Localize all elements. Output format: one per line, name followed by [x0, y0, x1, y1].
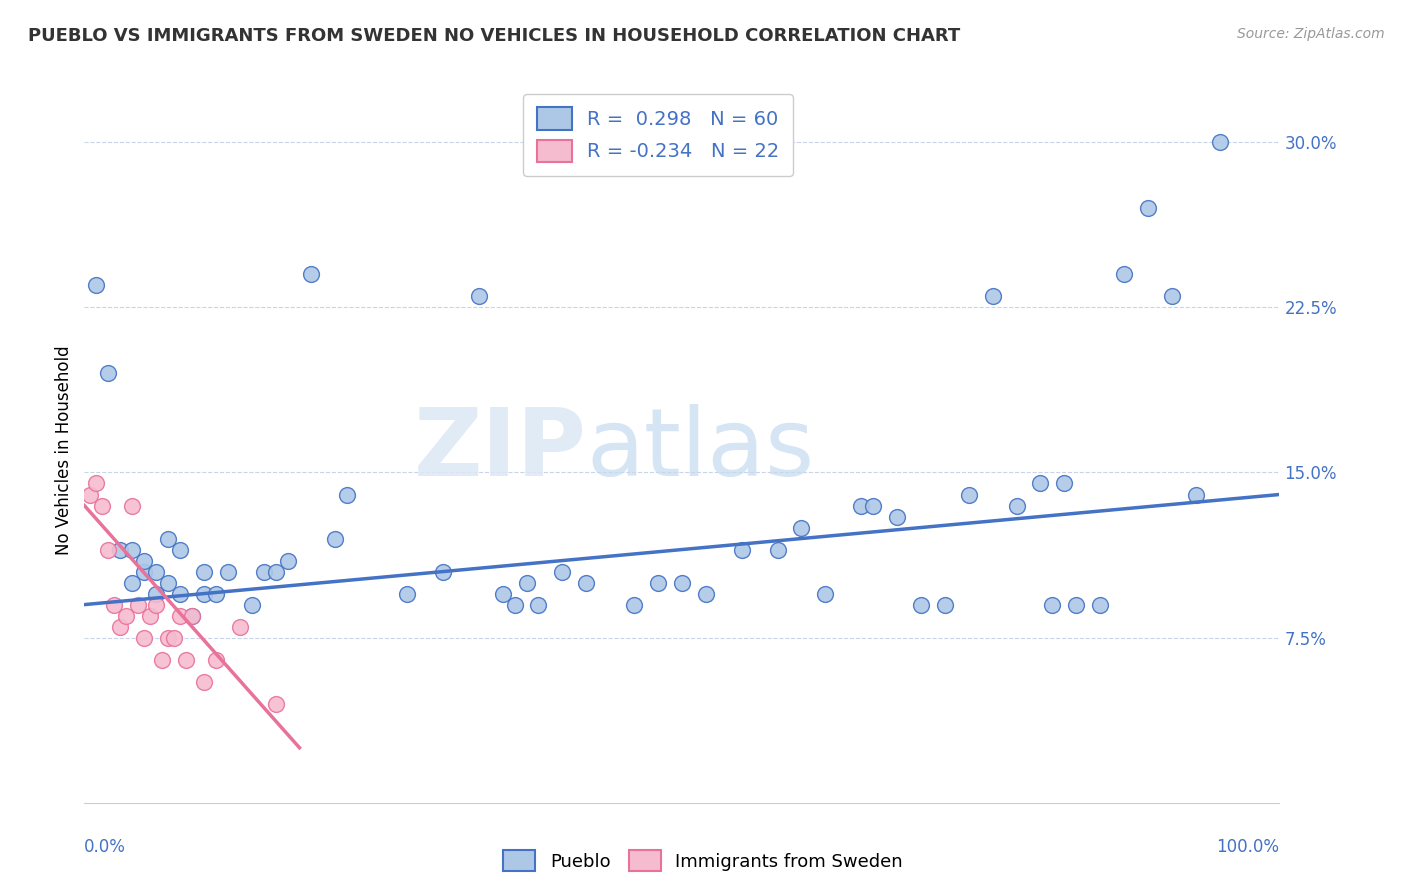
Point	[174, 653, 197, 667]
Point	[205, 653, 228, 667]
Point	[957, 487, 980, 501]
Point	[193, 586, 215, 600]
Point	[97, 542, 120, 557]
Point	[862, 499, 884, 513]
Point	[86, 278, 108, 293]
Text: PUEBLO VS IMMIGRANTS FROM SWEDEN NO VEHICLES IN HOUSEHOLD CORRELATION CHART: PUEBLO VS IMMIGRANTS FROM SWEDEN NO VEHI…	[28, 27, 960, 45]
Point	[169, 586, 191, 600]
Text: 100.0%: 100.0%	[1216, 838, 1279, 856]
Point	[157, 532, 180, 546]
Point	[731, 542, 754, 557]
Point	[97, 367, 120, 381]
Point	[325, 532, 347, 546]
Point	[181, 608, 204, 623]
Point	[492, 586, 515, 600]
Point	[1066, 598, 1088, 612]
Point	[132, 565, 156, 579]
Point	[145, 598, 167, 612]
Point	[163, 631, 186, 645]
Point	[336, 487, 359, 501]
Point	[981, 289, 1004, 303]
Point	[396, 586, 419, 600]
Point	[527, 598, 550, 612]
Point	[647, 575, 669, 590]
Point	[127, 598, 149, 612]
Point	[132, 631, 156, 645]
Point	[671, 575, 693, 590]
Point	[121, 575, 143, 590]
Point	[277, 553, 299, 567]
Point	[551, 565, 574, 579]
Point	[1090, 598, 1112, 612]
Point	[169, 608, 191, 623]
Point	[217, 565, 239, 579]
Point	[121, 499, 143, 513]
Point	[575, 575, 598, 590]
Point	[301, 268, 323, 282]
Point	[432, 565, 454, 579]
Point	[253, 565, 276, 579]
Point	[886, 509, 908, 524]
Point	[110, 619, 132, 633]
Point	[157, 575, 180, 590]
Legend: Pueblo, Immigrants from Sweden: Pueblo, Immigrants from Sweden	[496, 843, 910, 879]
Point	[229, 619, 252, 633]
Point	[181, 608, 204, 623]
Point	[145, 565, 167, 579]
Point	[193, 565, 215, 579]
Point	[193, 674, 215, 689]
Point	[264, 565, 287, 579]
Point	[115, 608, 138, 623]
Y-axis label: No Vehicles in Household: No Vehicles in Household	[55, 345, 73, 556]
Point	[132, 553, 156, 567]
Point	[1029, 476, 1052, 491]
Point	[91, 499, 114, 513]
Point	[1209, 135, 1232, 149]
Point	[169, 542, 191, 557]
Point	[790, 520, 813, 534]
Point	[503, 598, 526, 612]
Point	[766, 542, 789, 557]
Point	[121, 542, 143, 557]
Text: atlas: atlas	[586, 404, 814, 497]
Point	[103, 598, 125, 612]
Point	[1137, 201, 1160, 215]
Point	[934, 598, 956, 612]
Text: 0.0%: 0.0%	[84, 838, 127, 856]
Point	[145, 586, 167, 600]
Point	[1042, 598, 1064, 612]
Legend: R =  0.298   N = 60, R = -0.234   N = 22: R = 0.298 N = 60, R = -0.234 N = 22	[523, 94, 793, 176]
Point	[1161, 289, 1184, 303]
Point	[86, 476, 108, 491]
Point	[240, 598, 263, 612]
Point	[157, 631, 180, 645]
Point	[1005, 499, 1028, 513]
Point	[264, 697, 287, 711]
Text: Source: ZipAtlas.com: Source: ZipAtlas.com	[1237, 27, 1385, 41]
Point	[516, 575, 538, 590]
Point	[1114, 268, 1136, 282]
Point	[851, 499, 873, 513]
Text: ZIP: ZIP	[413, 404, 586, 497]
Point	[79, 487, 101, 501]
Point	[814, 586, 837, 600]
Point	[110, 542, 132, 557]
Point	[150, 653, 173, 667]
Point	[623, 598, 645, 612]
Point	[205, 586, 228, 600]
Point	[695, 586, 717, 600]
Point	[910, 598, 932, 612]
Point	[139, 608, 162, 623]
Point	[1053, 476, 1076, 491]
Point	[1185, 487, 1208, 501]
Point	[468, 289, 491, 303]
